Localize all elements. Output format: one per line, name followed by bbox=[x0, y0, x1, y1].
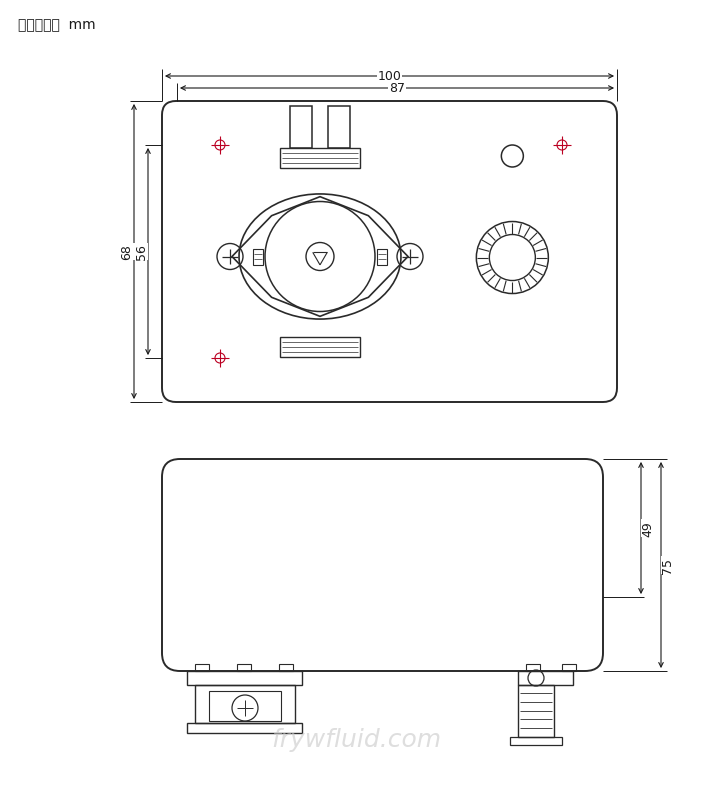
Bar bbox=[195, 664, 209, 671]
Text: 尺寸单位：  mm: 尺寸单位： mm bbox=[18, 18, 95, 32]
Text: frywfluid.com: frywfluid.com bbox=[271, 727, 441, 751]
Bar bbox=[518, 671, 573, 685]
Bar bbox=[280, 337, 360, 357]
Bar bbox=[510, 737, 562, 745]
Bar bbox=[526, 664, 540, 671]
Text: 87: 87 bbox=[389, 83, 405, 95]
Bar bbox=[187, 723, 302, 733]
Text: 68: 68 bbox=[120, 245, 134, 260]
Bar bbox=[237, 664, 251, 671]
Bar bbox=[562, 664, 576, 671]
Text: 49: 49 bbox=[642, 520, 654, 537]
Bar bbox=[328, 107, 350, 149]
Text: 75: 75 bbox=[661, 557, 674, 573]
Bar bbox=[209, 691, 281, 721]
Bar bbox=[377, 249, 387, 265]
Bar bbox=[195, 685, 295, 723]
Bar bbox=[518, 685, 554, 737]
Bar bbox=[290, 107, 312, 149]
Text: 56: 56 bbox=[135, 245, 147, 260]
Bar bbox=[187, 671, 302, 685]
Bar bbox=[279, 664, 293, 671]
Text: 100: 100 bbox=[377, 71, 402, 83]
Bar bbox=[280, 149, 360, 168]
Bar bbox=[253, 249, 263, 265]
